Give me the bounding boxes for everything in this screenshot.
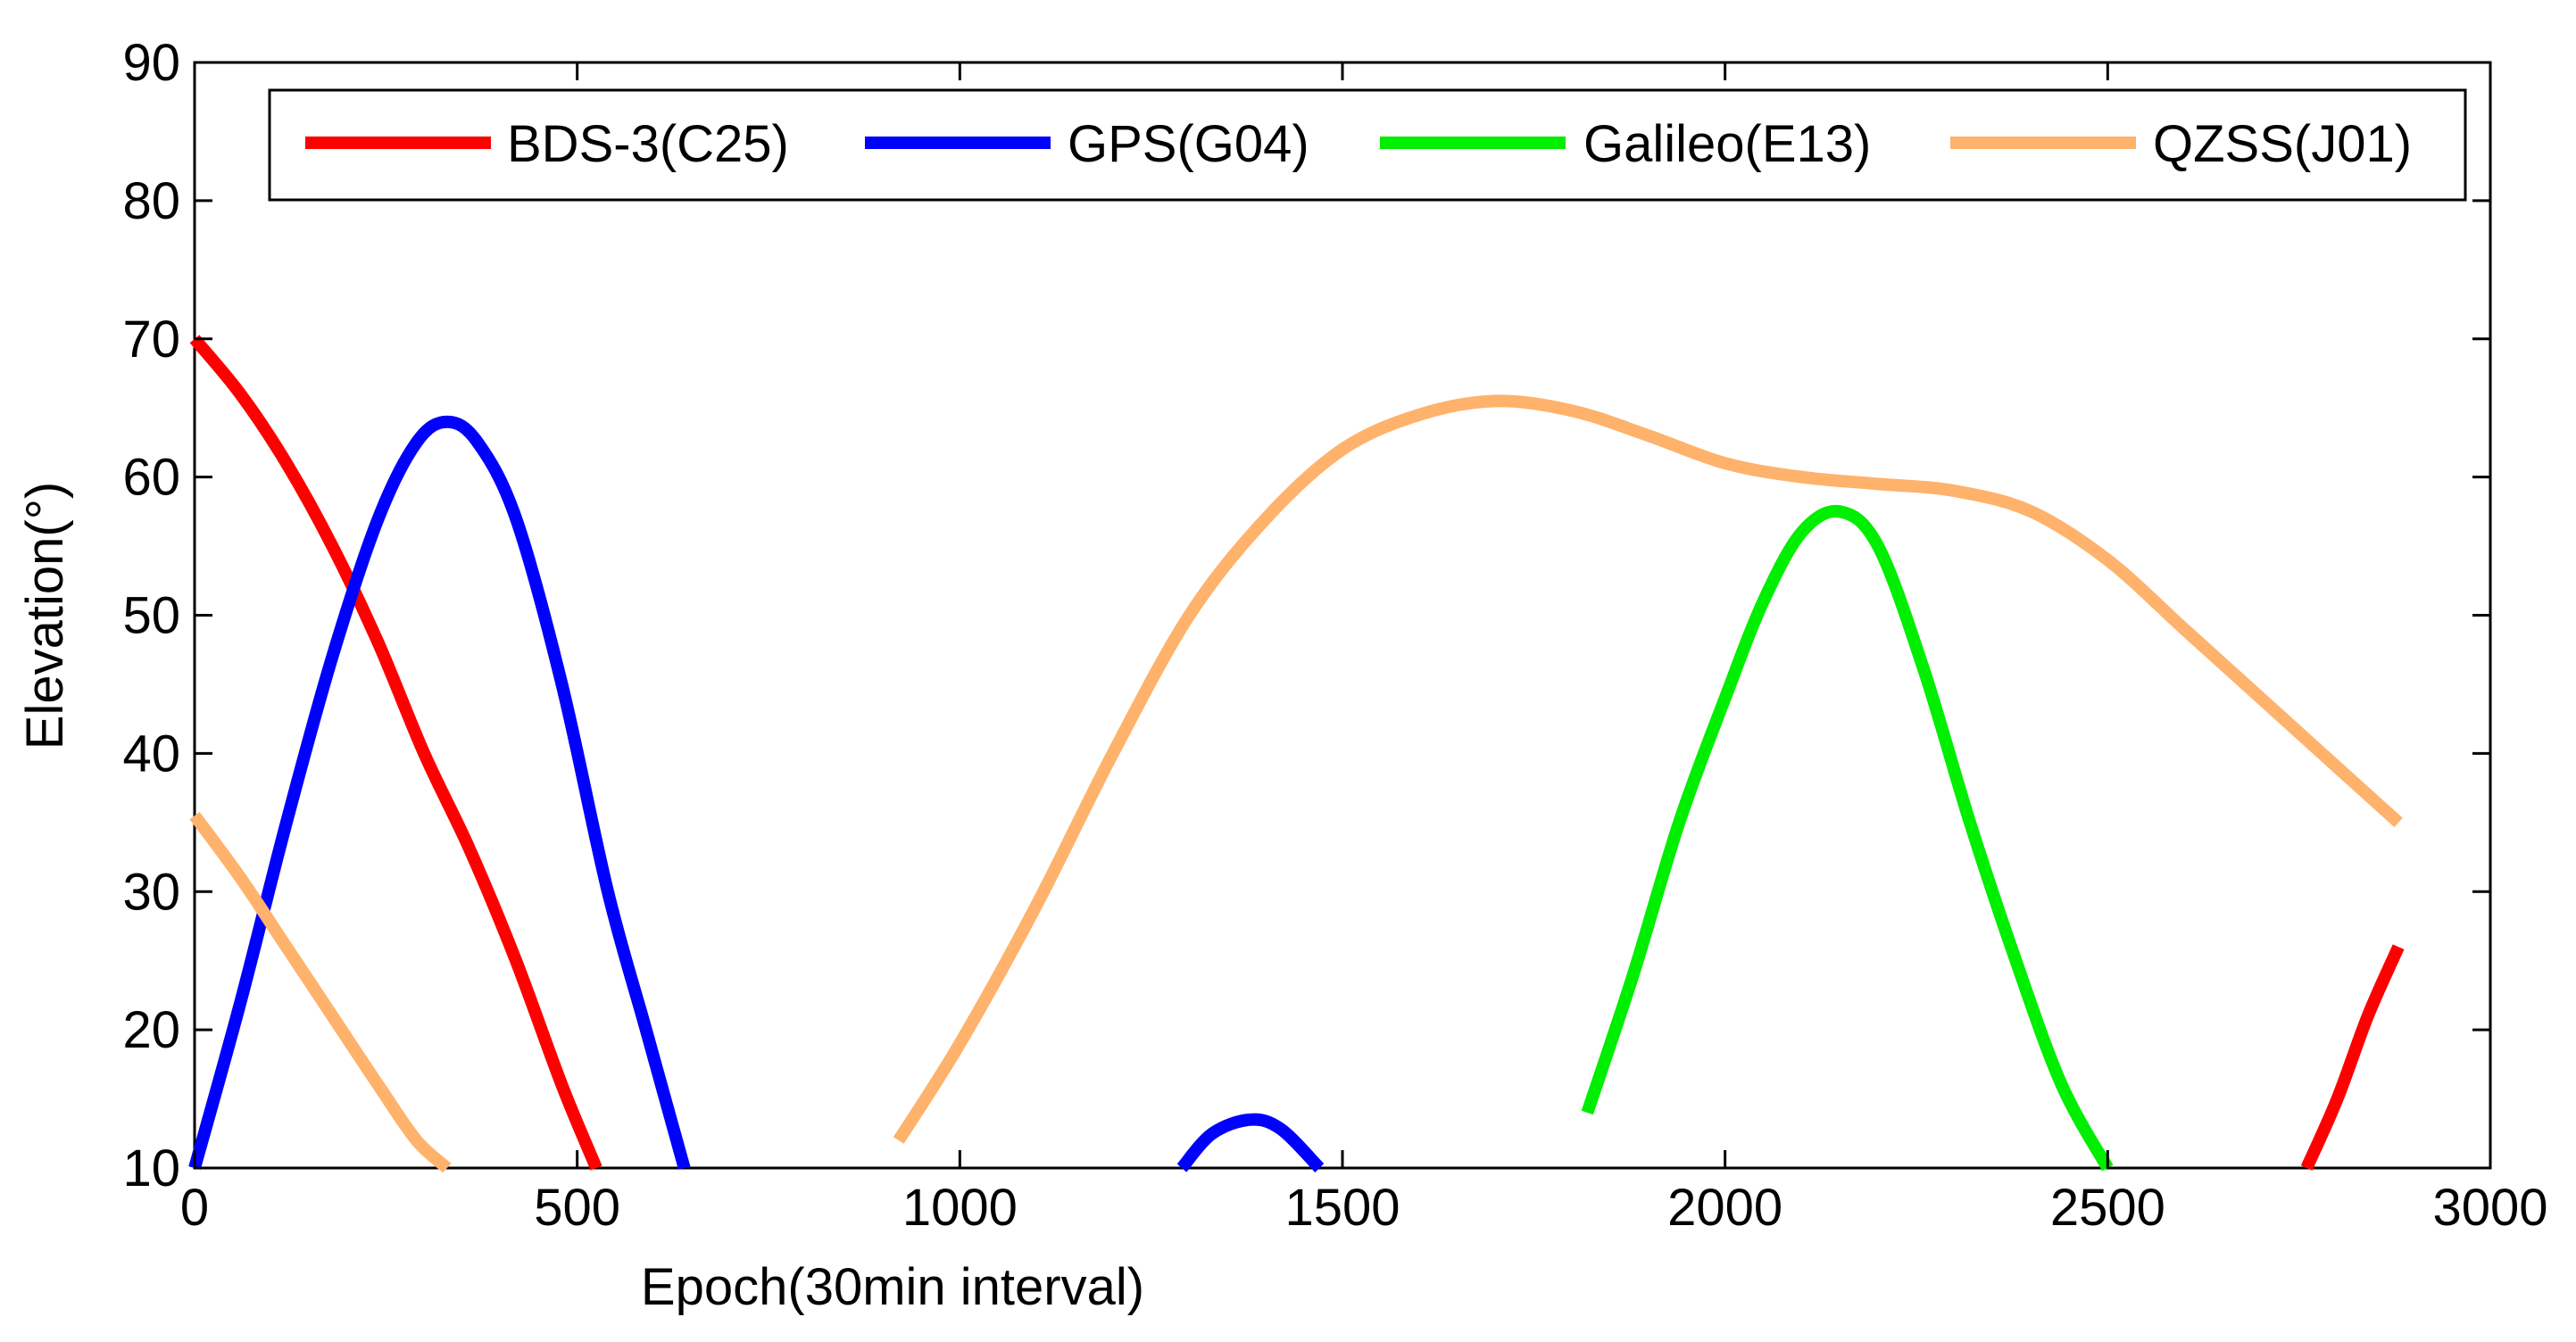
y-axis-label: Elevation(°) <box>16 482 74 750</box>
series-line-3-segment-1 <box>1581 504 2114 1172</box>
plot-area <box>193 61 2492 1170</box>
series-line-1-segment-1 <box>189 335 602 1171</box>
series-line-4-segment-1 <box>189 811 452 1173</box>
series-layer <box>188 335 2405 1173</box>
x-tick-label: 3000 <box>2432 1179 2547 1237</box>
legend-label-2: GPS(G04) <box>1068 115 1309 173</box>
y-tick-label: 40 <box>122 725 180 783</box>
y-tick-label: 90 <box>122 34 180 92</box>
x-tick-label: 1000 <box>902 1179 1018 1237</box>
y-tick-label: 80 <box>122 172 180 230</box>
y-tick-label: 30 <box>122 863 180 921</box>
y-axis: 10 20 30 40 50 60 70 80 90 <box>122 34 2490 1197</box>
y-tick-label: 10 <box>122 1139 180 1197</box>
y-tick-label: 70 <box>122 311 180 369</box>
legend-label-4: QZSS(J01) <box>2153 115 2412 173</box>
x-tick-label: 1500 <box>1284 1179 1400 1237</box>
series-line-2-segment-2 <box>1176 1113 1325 1172</box>
series-line-4-segment-2 <box>893 394 2403 1144</box>
y-tick-label: 60 <box>122 449 180 507</box>
x-tick-label: 2500 <box>2050 1179 2165 1237</box>
x-axis: 0 500 1000 1500 2000 2500 3000 <box>180 62 2548 1237</box>
series-line-2-segment-1 <box>188 415 691 1170</box>
y-tick-label: 20 <box>122 1001 180 1059</box>
legend-label-1: BDS-3(C25) <box>507 115 789 173</box>
x-axis-label: Epoch(30min interval) <box>641 1258 1144 1316</box>
x-tick-label: 2000 <box>1667 1179 1782 1237</box>
legend-label-3: Galileo(E13) <box>1583 115 1871 173</box>
x-tick-label: 500 <box>534 1179 620 1237</box>
legend: BDS-3(C25) GPS(G04) Galileo(E13) QZSS(J01) <box>268 88 2467 202</box>
y-tick-label: 50 <box>122 587 180 645</box>
series-line-1-segment-2 <box>2300 944 2405 1171</box>
x-tick-label: 0 <box>180 1179 209 1237</box>
